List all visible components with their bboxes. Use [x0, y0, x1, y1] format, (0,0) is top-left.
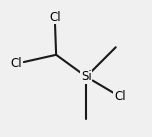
Text: Cl: Cl [11, 57, 22, 70]
Text: Si: Si [81, 70, 92, 83]
Text: Cl: Cl [114, 90, 126, 103]
Text: Cl: Cl [49, 11, 61, 24]
